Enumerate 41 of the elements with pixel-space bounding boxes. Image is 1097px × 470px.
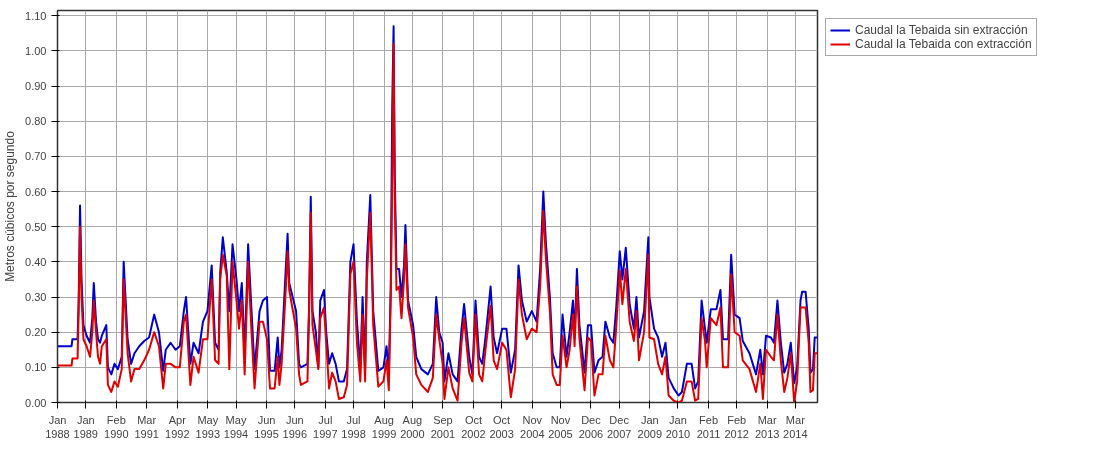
y-tick-label: 0.30 <box>25 291 47 304</box>
x-tick-label: Mar 1991 <box>134 413 159 440</box>
y-tick-label: 0.80 <box>25 115 47 128</box>
x-tick-label: Feb 1990 <box>104 413 129 440</box>
x-tick-label: Mar 2013 <box>754 413 780 440</box>
y-tick-label: 1.10 <box>25 9 47 22</box>
y-tick-label: 0.60 <box>25 185 47 198</box>
x-tick-label: May 1993 <box>195 413 221 440</box>
x-tick-label: Aug 1999 <box>371 413 397 440</box>
x-tick-label: Jun 1996 <box>282 413 308 440</box>
x-tick-label: Nov 2005 <box>548 413 573 440</box>
x-tick-label: Feb 2012 <box>724 413 749 440</box>
x-tick-label: Dec 2006 <box>578 413 604 440</box>
legend-label: Caudal la Tebaida con extracción <box>855 37 1032 51</box>
x-tick-label: Jan 2009 <box>637 413 663 440</box>
y-tick-label: 0.10 <box>25 361 47 374</box>
y-tick-label: 0.70 <box>25 150 47 163</box>
y-axis-title: Metros cúbicos por segundo <box>3 130 18 282</box>
x-tick-label: Jan 1988 <box>45 413 70 440</box>
y-tick-label: 0.20 <box>25 326 47 339</box>
x-tick-label: Dec 2007 <box>606 413 632 440</box>
x-tick-label: Jan 2010 <box>665 413 691 440</box>
x-tick-label: Jul 1998 <box>341 413 366 440</box>
x-tick-label: Jul 1997 <box>313 413 338 440</box>
x-tick-label: Oct 2003 <box>489 413 514 440</box>
x-tick-label: Oct 2002 <box>461 413 486 440</box>
x-tick-label: Jan 1989 <box>73 413 99 440</box>
y-tick-label: 0.50 <box>25 220 47 233</box>
y-tick-label: 0.00 <box>25 396 47 409</box>
x-tick-label: Jun 1995 <box>254 413 279 440</box>
x-tick-label: Apr 1992 <box>165 413 190 440</box>
x-tick-label: Sep 2001 <box>430 413 456 440</box>
x-tick-label: Mar 2014 <box>783 413 808 440</box>
x-tick-label: Nov 2004 <box>520 413 545 440</box>
y-tick-label: 0.90 <box>25 80 47 93</box>
x-tick-label: May 1994 <box>223 413 249 440</box>
x-tick-label: Aug 2000 <box>400 413 425 440</box>
legend-label: Caudal la Tebaida sin extracción <box>855 23 1028 37</box>
y-tick-label: 0.40 <box>25 255 47 268</box>
x-tick-label: Feb 2011 <box>696 413 721 440</box>
y-tick-label: 1.00 <box>25 44 47 57</box>
